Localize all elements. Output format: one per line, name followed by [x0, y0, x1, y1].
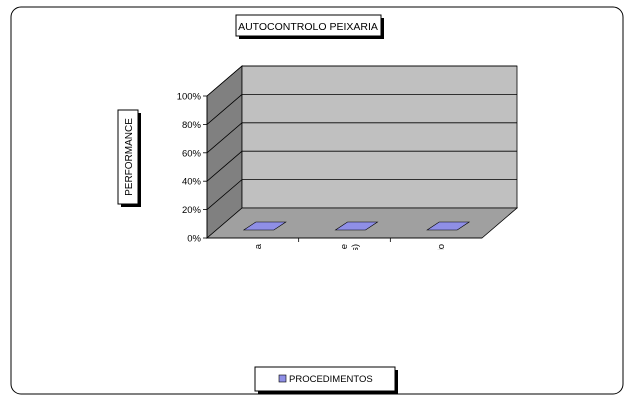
y-tick-label: 100% — [177, 92, 202, 103]
x-tick-label: Armazenamento (Peixe fresco econgelados) — [339, 244, 361, 380]
gridline — [206, 94, 517, 125]
x-tick-label-line: Armazenamento (Peixe fresco e — [339, 244, 350, 380]
y-tick-label: 80% — [182, 120, 202, 131]
x-tick-label: Autocontrolo — [436, 244, 447, 297]
ylabel-box — [117, 109, 139, 205]
y-axis-label: PERFORMANCE — [124, 118, 135, 196]
gridline — [206, 150, 517, 182]
bar — [426, 221, 471, 231]
bar — [334, 221, 379, 231]
y-tick-label: 20% — [182, 205, 202, 216]
x-tick-label-line: Exposição/reposição e venda — [253, 243, 264, 368]
x-tick-label-line: Autocontrolo — [436, 244, 447, 297]
y-axis: 0% 20% 40% 60% 80% 100% — [177, 92, 208, 245]
x-tick-label: Exposição/reposição e venda — [253, 243, 264, 368]
legend-box — [254, 366, 396, 392]
legend-entry: PROCEDIMENTOS — [289, 374, 373, 385]
bars — [242, 221, 471, 231]
gridline — [206, 65, 517, 97]
x-tick-label-line: congelados) — [350, 244, 361, 296]
y-tick-label: 40% — [182, 177, 202, 188]
y-tick-label: 0% — [187, 234, 201, 245]
gridline — [206, 179, 517, 210]
chart-title: AUTOCONTROLO PEIXARIA — [238, 21, 378, 33]
x-axis: Exposição/reposição e venda Armazenamento… — [207, 237, 482, 380]
back-wall — [241, 65, 518, 209]
bar — [242, 221, 287, 231]
gridlines — [206, 65, 517, 210]
title-box — [235, 14, 382, 37]
gridline — [206, 122, 517, 154]
legend-swatch — [278, 374, 287, 383]
y-tick-label: 60% — [182, 148, 202, 159]
